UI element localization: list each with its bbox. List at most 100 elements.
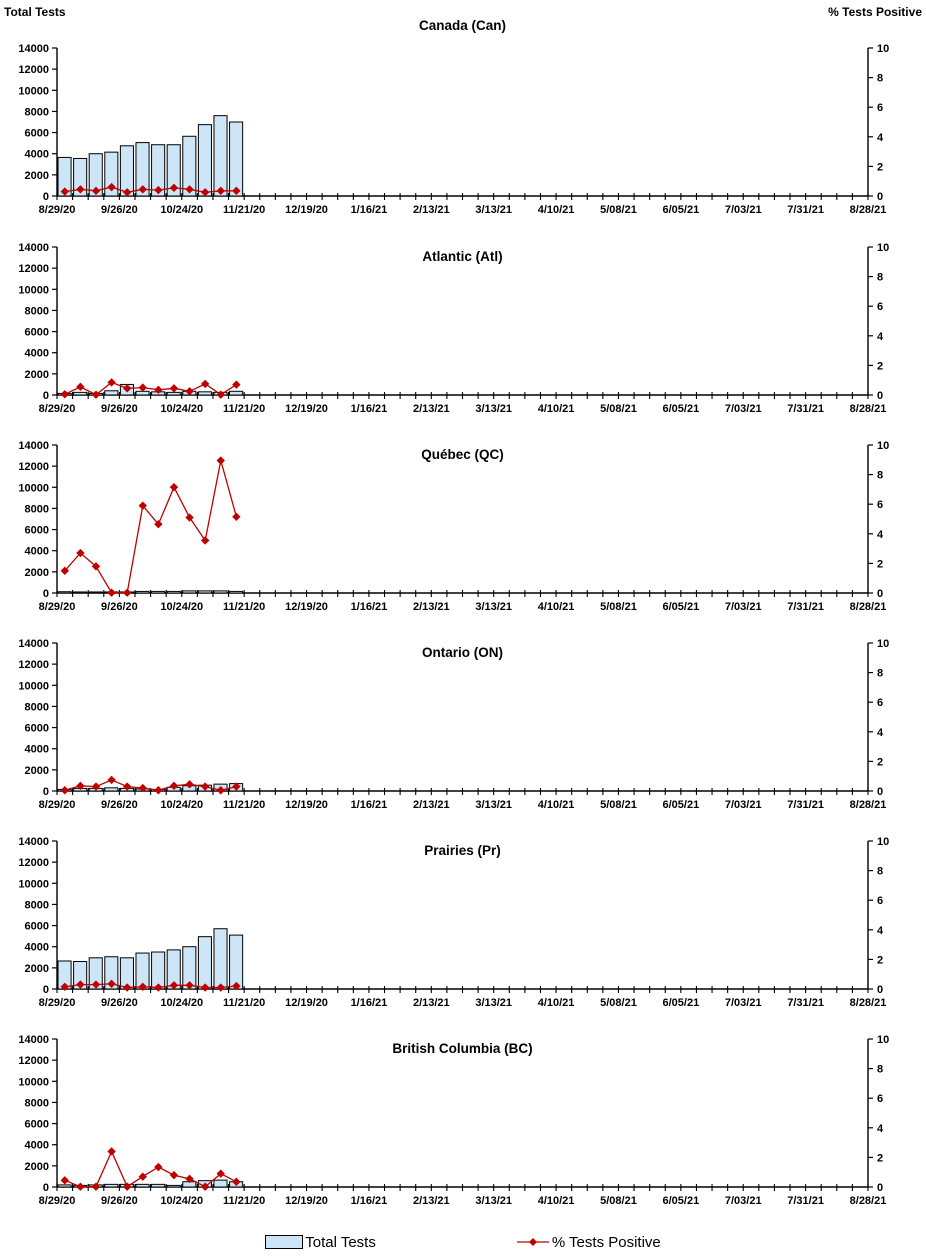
total-tests-bar	[197, 124, 212, 197]
svg-text:6: 6	[877, 895, 883, 907]
chart-title: British Columbia (BC)	[392, 1041, 532, 1056]
total-tests-bar	[73, 391, 88, 396]
svg-text:0: 0	[43, 1182, 49, 1194]
svg-text:7/03/21: 7/03/21	[725, 997, 762, 1009]
svg-text:8/29/20: 8/29/20	[39, 997, 76, 1009]
chart-canada: Total Tests % Tests Positive Canada (Can) 0…	[4, 5, 922, 216]
total-tests-bar	[166, 144, 181, 197]
svg-text:10/24/20: 10/24/20	[160, 799, 203, 811]
chart-title: Canada (Can)	[419, 18, 506, 33]
svg-text:8/28/21: 8/28/21	[850, 1195, 887, 1207]
pct-positive-marker-icon	[107, 588, 116, 597]
pct-positive-marker-icon	[107, 775, 116, 785]
chart-title: Prairies (Pr)	[424, 843, 501, 858]
pct-positive-marker-icon	[185, 185, 194, 194]
pct-positive-marker-icon	[185, 780, 194, 789]
panel-atlantic: Atlantic (Atl) 0 2000 4000 6000 8000 10000 1200…	[0, 237, 926, 435]
total-tests-bar	[88, 591, 103, 594]
svg-text:1/16/21: 1/16/21	[351, 1195, 388, 1207]
total-tests-bar	[104, 956, 119, 990]
pct-positive-marker-icon	[200, 536, 210, 545]
svg-text:14000: 14000	[18, 43, 49, 55]
svg-text:10/24/20: 10/24/20	[160, 601, 203, 613]
pct-positive-marker-icon	[200, 379, 210, 389]
svg-text:6/05/21: 6/05/21	[662, 799, 699, 811]
svg-text:12000: 12000	[18, 857, 49, 869]
svg-text:10: 10	[877, 440, 889, 452]
total-tests-bar	[229, 934, 244, 990]
svg-text:10: 10	[877, 836, 889, 848]
svg-text:1/16/21: 1/16/21	[351, 403, 388, 415]
pct-positive-marker-icon	[91, 782, 101, 791]
svg-text:0: 0	[877, 191, 883, 203]
svg-text:2000: 2000	[25, 170, 49, 182]
svg-text:11/21/20: 11/21/20	[223, 403, 265, 415]
svg-text:8/29/20: 8/29/20	[39, 1195, 76, 1207]
svg-text:12/19/20: 12/19/20	[285, 997, 328, 1009]
svg-text:4000: 4000	[25, 149, 49, 161]
svg-text:9/26/20: 9/26/20	[101, 799, 138, 811]
pct-positive-marker-icon	[169, 183, 179, 193]
svg-text:2/13/21: 2/13/21	[413, 403, 450, 415]
svg-text:0: 0	[43, 191, 49, 203]
svg-text:3/13/21: 3/13/21	[475, 601, 512, 613]
total-tests-bar	[135, 590, 150, 594]
svg-text:12/19/20: 12/19/20	[285, 204, 328, 216]
svg-text:2/13/21: 2/13/21	[413, 1195, 450, 1207]
svg-text:0: 0	[43, 390, 49, 402]
svg-text:6/05/21: 6/05/21	[662, 1195, 699, 1207]
panel-ontario: Ontario (ON) 0 2000 4000 6000 8000 10000 12000 1…	[0, 633, 926, 831]
svg-text:4: 4	[877, 529, 884, 541]
total-tests-bar	[104, 1183, 119, 1188]
svg-text:0: 0	[877, 984, 883, 996]
pct-positive-marker-icon	[60, 390, 69, 399]
svg-text:2000: 2000	[25, 567, 49, 579]
svg-text:6000: 6000	[25, 723, 49, 735]
svg-text:2000: 2000	[25, 765, 49, 777]
pct-positive-marker-icon	[185, 513, 194, 522]
svg-text:6000: 6000	[25, 327, 49, 339]
svg-text:6: 6	[877, 499, 883, 511]
total-tests-bar	[151, 590, 166, 594]
svg-text:8/29/20: 8/29/20	[39, 601, 76, 613]
svg-text:9/26/20: 9/26/20	[101, 204, 138, 216]
svg-text:1/16/21: 1/16/21	[351, 204, 388, 216]
svg-text:4: 4	[877, 925, 884, 937]
svg-text:0: 0	[43, 588, 49, 600]
pct-positive-marker-icon	[154, 519, 163, 529]
svg-text:5/08/21: 5/08/21	[600, 799, 637, 811]
pct-positive-line	[64, 1149, 237, 1188]
total-tests-bar	[135, 1183, 150, 1188]
svg-text:4000: 4000	[25, 546, 49, 558]
total-tests-bar	[182, 135, 197, 197]
total-tests-bar	[213, 928, 228, 990]
svg-text:2: 2	[877, 161, 883, 173]
panel-quebec: Québec (QC) 0 2000 4000 6000 8000 10000 12000 14…	[0, 435, 926, 633]
pct-positive-marker-icon	[185, 1174, 194, 1184]
svg-text:14000: 14000	[18, 836, 49, 848]
svg-text:7/31/21: 7/31/21	[787, 799, 824, 811]
svg-text:12000: 12000	[18, 263, 49, 275]
total-tests-swatch-icon	[265, 1235, 304, 1249]
svg-text:4/10/21: 4/10/21	[538, 1195, 575, 1207]
pct-positive-marker-icon	[91, 186, 101, 196]
chart-ontario: Ontario (ON) 0 2000 4000 6000 8000 10000 12000 1…	[18, 638, 889, 811]
svg-text:14000: 14000	[18, 242, 49, 254]
svg-text:10000: 10000	[18, 85, 49, 97]
total-tests-bar	[213, 1179, 228, 1188]
svg-text:7/03/21: 7/03/21	[725, 799, 762, 811]
svg-text:4000: 4000	[25, 744, 49, 756]
left-axis-caption: Total Tests	[4, 5, 66, 19]
svg-text:5/08/21: 5/08/21	[600, 997, 637, 1009]
svg-text:8000: 8000	[25, 503, 49, 515]
pct-positive-marker-icon	[154, 786, 163, 795]
svg-text:8: 8	[877, 470, 883, 482]
pct-positive-marker-icon	[122, 588, 132, 597]
svg-text:9/26/20: 9/26/20	[101, 403, 138, 415]
svg-text:6: 6	[877, 102, 883, 114]
svg-text:7/03/21: 7/03/21	[725, 601, 762, 613]
legend-item-total-tests: Total Tests	[265, 1234, 376, 1251]
total-tests-bar	[166, 391, 181, 396]
pct-positive-line	[64, 460, 238, 594]
